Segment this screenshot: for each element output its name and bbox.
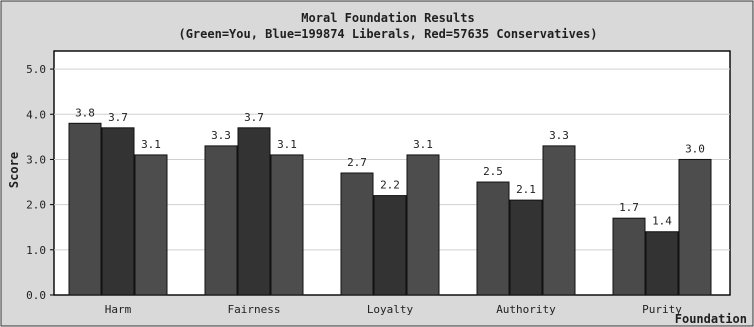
ticks-layer: 0.0 1.0 2.0 3.0 4.0 5.0 Harm Fairness Loyalty Aut…	[26, 63, 682, 316]
bar-harm-liberals	[101, 127, 135, 296]
x-tick-label: Harm	[105, 303, 132, 316]
bar-harm-conservatives	[134, 154, 168, 296]
value-label: 1.7	[619, 201, 639, 214]
x-tick-label: Purity	[642, 303, 682, 316]
value-label: 3.7	[244, 111, 264, 124]
chart-title: Moral Foundation Results	[301, 11, 474, 25]
labels-layer: 3.8 3.7 3.1 3.3 3.7 3.1 2.7 2.2 3.1 2.5 2.1 3.3 1.7 1…	[75, 106, 705, 227]
y-tick-label: 3.0	[26, 153, 46, 166]
bar-authority-you	[476, 181, 510, 296]
bar-fairness-you	[204, 145, 238, 296]
value-label: 2.2	[380, 179, 400, 192]
y-tick-label: 4.0	[26, 108, 46, 121]
x-axis-label: Foundation	[675, 312, 747, 326]
y-axis-label: Score	[7, 152, 21, 188]
value-label: 2.1	[516, 183, 536, 196]
bar-harm-you	[68, 122, 102, 296]
bar-fairness-conservatives	[270, 154, 304, 296]
bar-purity-liberals	[645, 231, 679, 296]
value-label: 3.8	[75, 106, 95, 119]
value-label: 2.5	[483, 165, 503, 178]
y-tick-label: 2.0	[26, 199, 46, 212]
x-tick-label: Authority	[496, 303, 556, 316]
value-label: 3.1	[413, 138, 433, 151]
value-label: 3.3	[211, 129, 231, 142]
y-tick-label: 1.0	[26, 244, 46, 257]
bar-loyalty-conservatives	[406, 154, 440, 296]
value-label: 3.3	[549, 129, 569, 142]
bar-purity-you	[612, 217, 646, 296]
value-label: 1.4	[652, 215, 672, 228]
bar-loyalty-liberals	[373, 195, 407, 296]
bar-loyalty-you	[340, 172, 374, 296]
x-tick-label: Fairness	[228, 303, 281, 316]
chart-subtitle: (Green=You, Blue=199874 Liberals, Red=57…	[178, 27, 597, 41]
bars-layer	[68, 122, 712, 296]
value-label: 3.0	[685, 142, 705, 155]
x-tick-label: Loyalty	[367, 303, 414, 316]
value-label: 2.7	[347, 156, 367, 169]
value-label: 3.1	[277, 138, 297, 151]
y-tick-label: 0.0	[26, 289, 46, 302]
value-label: 3.7	[108, 111, 128, 124]
bar-fairness-liberals	[237, 127, 271, 296]
bar-authority-liberals	[509, 199, 543, 296]
value-label: 3.1	[141, 138, 161, 151]
bar-authority-conservatives	[542, 145, 576, 296]
bar-purity-conservatives	[678, 158, 712, 296]
y-tick-label: 5.0	[26, 63, 46, 76]
